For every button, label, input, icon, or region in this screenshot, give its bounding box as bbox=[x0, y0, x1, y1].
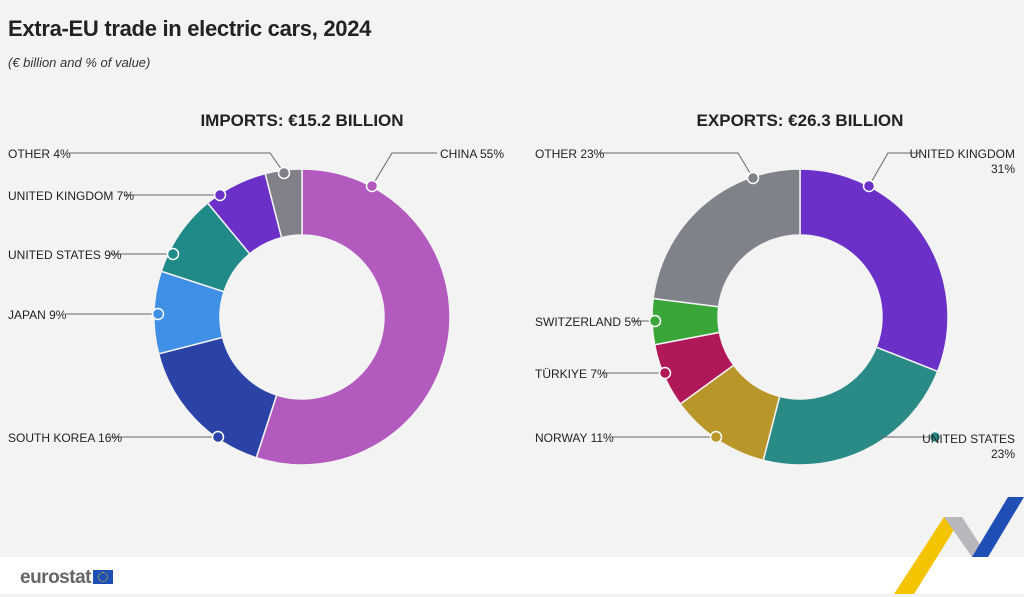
footer: eurostat bbox=[0, 497, 1024, 594]
leader-line bbox=[371, 152, 437, 187]
slice-label: 31% bbox=[991, 162, 1015, 176]
slice-label: OTHER 23% bbox=[535, 147, 605, 161]
leader-line bbox=[70, 152, 285, 174]
chart-subtitle: (€ billion and % of value) bbox=[8, 55, 151, 70]
slice-label: NORWAY 11% bbox=[535, 431, 614, 445]
donut-slice-united-states bbox=[762, 346, 939, 466]
slice-label: OTHER 4% bbox=[8, 147, 71, 161]
donut-slice-other bbox=[652, 168, 801, 308]
slice-label: UNITED STATES 9% bbox=[8, 248, 122, 262]
slice-label: UNITED STATES bbox=[922, 432, 1015, 446]
donut-slice-united-kingdom bbox=[799, 168, 949, 373]
slice-label: 23% bbox=[991, 447, 1015, 461]
leader-line bbox=[600, 152, 754, 179]
leader-dot bbox=[151, 307, 165, 321]
leader-dot bbox=[862, 179, 876, 193]
leader-dot bbox=[211, 430, 225, 444]
slice-label: SWITZERLAND 5% bbox=[535, 315, 642, 329]
chart-0-title: IMPORTS: €15.2 BILLION bbox=[200, 111, 403, 130]
leader-dot bbox=[277, 166, 291, 180]
chart-title: Extra-EU trade in electric cars, 2024 bbox=[8, 16, 372, 41]
slice-label: SOUTH KOREA 16% bbox=[8, 431, 122, 445]
leader-dot bbox=[365, 179, 379, 193]
decorative-ribbon-icon bbox=[894, 497, 1024, 594]
donut-slice-china bbox=[255, 168, 451, 466]
leader-dot bbox=[213, 188, 227, 202]
slice-label: UNITED KINGDOM 7% bbox=[8, 189, 134, 203]
leader-dot bbox=[648, 314, 662, 328]
slice-label: UNITED KINGDOM bbox=[910, 147, 1015, 161]
leader-dot bbox=[928, 430, 942, 444]
eu-flag-icon bbox=[92, 570, 113, 584]
slice-label: JAPAN 9% bbox=[8, 308, 67, 322]
leader-dot bbox=[709, 430, 723, 444]
eurostat-logo: eurostat bbox=[20, 567, 113, 589]
leader-line bbox=[868, 152, 920, 187]
slice-label: CHINA 55% bbox=[440, 147, 504, 161]
slice-label: TÜRKIYE 7% bbox=[535, 367, 608, 381]
donut-slice-other bbox=[264, 168, 303, 239]
leader-dot bbox=[658, 366, 672, 380]
leader-dot bbox=[746, 171, 760, 185]
leader-dot bbox=[166, 247, 180, 261]
chart-1-title: EXPORTS: €26.3 BILLION bbox=[697, 111, 904, 130]
